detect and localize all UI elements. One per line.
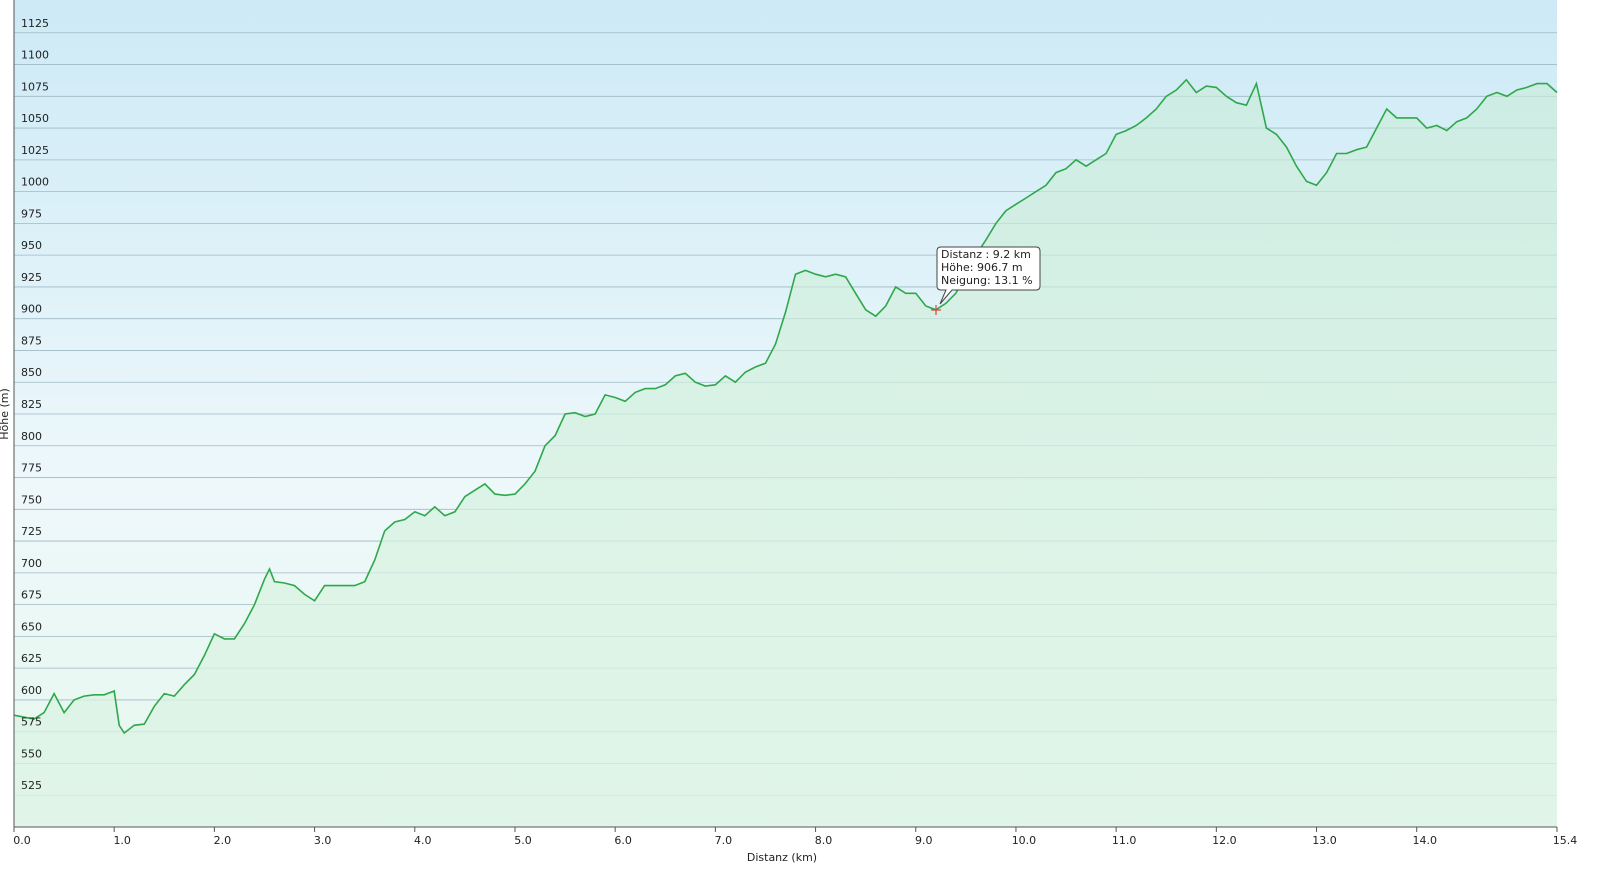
- y-tick-label: 600: [21, 684, 42, 697]
- y-tick-label: 1050: [21, 112, 49, 125]
- tooltip-line: Distanz : 9.2 km: [941, 248, 1031, 261]
- x-tick-label: 13.0: [1312, 834, 1337, 847]
- y-tick-label: 575: [21, 716, 42, 729]
- tooltip-line: Höhe: 906.7 m: [941, 261, 1023, 274]
- y-tick-label: 1075: [21, 80, 49, 93]
- y-tick-label: 925: [21, 271, 42, 284]
- x-tick-label: 4.0: [414, 834, 432, 847]
- y-tick-label: 825: [21, 398, 42, 411]
- tooltip-box: [936, 246, 1041, 305]
- y-tick-label: 1125: [21, 17, 49, 30]
- y-tick-label: 850: [21, 366, 42, 379]
- x-tick-label: 1.0: [113, 834, 131, 847]
- tooltip-line: Neigung: 13.1 %: [941, 274, 1033, 287]
- y-tick-label: 750: [21, 493, 42, 506]
- x-tick-label: 9.0: [915, 834, 933, 847]
- y-tick-label: 775: [21, 462, 42, 475]
- x-tick-label: 3.0: [314, 834, 332, 847]
- y-tick-label: 650: [21, 620, 42, 633]
- x-tick-label: 11.0: [1112, 834, 1137, 847]
- x-tick-label: 7.0: [715, 834, 733, 847]
- y-tick-label: 725: [21, 525, 42, 538]
- elevation-line: [13, 78, 1558, 735]
- y-tick-label: 625: [21, 652, 42, 665]
- y-tick-label: 875: [21, 334, 42, 347]
- x-tick-label: 5.0: [514, 834, 532, 847]
- y-tick-label: 950: [21, 239, 42, 252]
- y-tick-label: 700: [21, 557, 42, 570]
- y-tick-label: 900: [21, 303, 42, 316]
- area: [14, 79, 1557, 828]
- y-tick-label: 1025: [21, 144, 49, 157]
- y-tick-label: 675: [21, 589, 42, 602]
- x-tick-label: 6.0: [614, 834, 632, 847]
- x-tick-label: 10.0: [1012, 834, 1037, 847]
- x-tick-label: 14.0: [1412, 834, 1437, 847]
- x-tick-label: 8.0: [815, 834, 833, 847]
- x-tick-label: 12.0: [1212, 834, 1237, 847]
- y-axis-title: Höhe (m): [0, 388, 11, 440]
- x-axis-title: Distanz (km): [747, 851, 817, 864]
- y-tick-label: 1000: [21, 176, 49, 189]
- y-tick-label: 525: [21, 779, 42, 792]
- y-tick-label: 1100: [21, 49, 49, 62]
- y-tick-label: 550: [21, 747, 42, 760]
- hover-marker: [931, 305, 941, 315]
- x-tick-label: 2.0: [214, 834, 232, 847]
- y-tick-label: 800: [21, 430, 42, 443]
- x-tick-label: 15.4: [1553, 834, 1578, 847]
- x-tick-label: 0.0: [13, 834, 31, 847]
- y-tick-label: 975: [21, 207, 42, 220]
- tooltip: Distanz : 9.2 km Höhe: 906.7 m Neigung: …: [931, 246, 1041, 315]
